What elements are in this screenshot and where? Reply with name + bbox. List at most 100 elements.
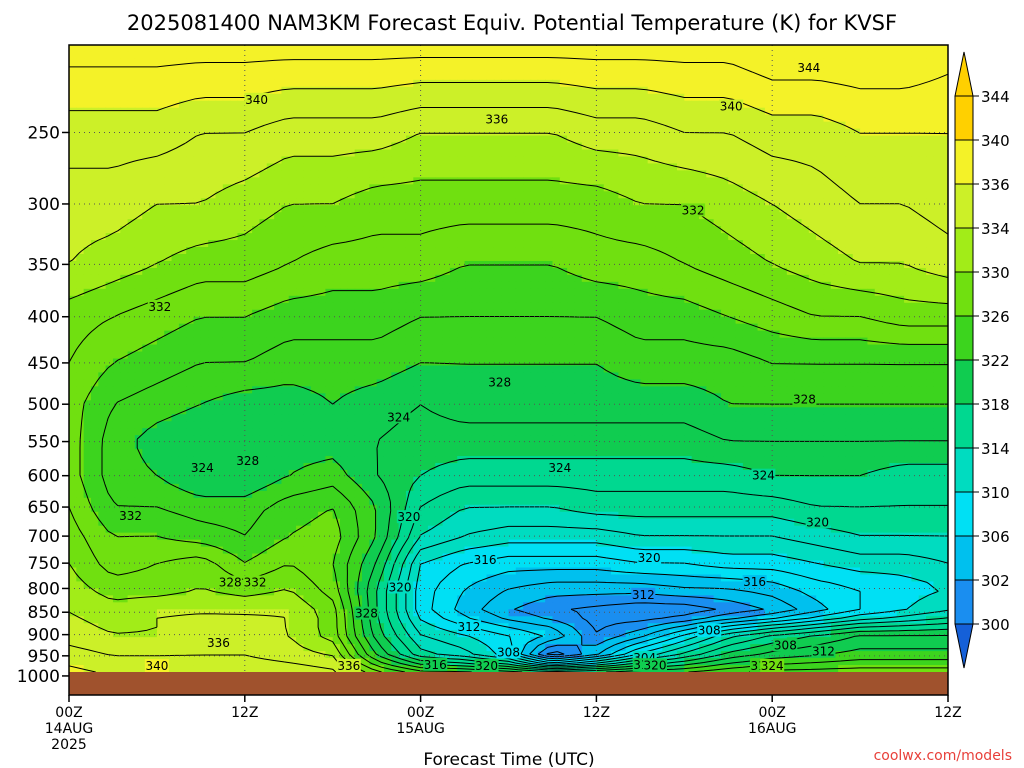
heatmap-cell	[340, 58, 348, 67]
heatmap-cell	[728, 135, 737, 144]
heatmap-cell	[779, 65, 788, 74]
heatmap-cell	[801, 121, 810, 130]
heatmap-cell	[354, 254, 363, 262]
heatmap-cell	[259, 142, 268, 151]
heatmap-cell	[383, 177, 392, 185]
heatmap-cell	[369, 212, 378, 220]
heatmap-cell	[823, 86, 832, 95]
heatmap-cell	[105, 219, 114, 227]
heatmap-cell	[691, 121, 700, 130]
heatmap-cell	[420, 295, 429, 304]
heatmap-cell	[918, 198, 927, 206]
heatmap-cell	[493, 135, 502, 144]
heatmap-cell	[186, 72, 195, 81]
heatmap-cell	[105, 86, 114, 95]
heatmap-cell	[156, 135, 165, 144]
heatmap-cell	[244, 114, 253, 123]
heatmap-cell	[457, 323, 466, 332]
heatmap-cell	[208, 267, 217, 276]
heatmap-cell	[493, 79, 502, 88]
heatmap-cell	[655, 233, 663, 241]
heatmap-cell	[237, 163, 246, 171]
heatmap-cell	[391, 274, 400, 283]
heatmap-cell	[237, 323, 246, 332]
heatmap-cell	[171, 128, 180, 137]
heatmap-cell	[127, 142, 136, 151]
heatmap-cell	[860, 205, 869, 213]
heatmap-cell	[669, 219, 678, 227]
heatmap-cell	[134, 205, 143, 213]
heatmap-cell	[391, 191, 400, 199]
heatmap-cell	[618, 198, 627, 206]
heatmap-cell	[640, 254, 649, 262]
heatmap-cell	[940, 267, 948, 276]
heatmap-cell	[178, 149, 187, 158]
heatmap-cell	[904, 135, 912, 144]
heatmap-cell	[244, 205, 253, 213]
heatmap-cell	[134, 191, 143, 199]
heatmap-cell	[149, 267, 158, 276]
heatmap-cell	[874, 205, 883, 213]
heatmap-cell	[427, 233, 436, 241]
heatmap-cell	[420, 219, 429, 227]
heatmap-cell	[486, 191, 495, 199]
heatmap-cell	[405, 295, 414, 304]
heatmap-cell	[200, 156, 209, 165]
heatmap-cell	[581, 191, 590, 199]
heatmap-cell	[559, 65, 568, 74]
heatmap-cell	[318, 302, 326, 311]
heatmap-cell	[545, 191, 554, 199]
heatmap-cell	[742, 156, 751, 165]
heatmap-cell	[193, 233, 202, 241]
heatmap-cell	[830, 114, 839, 123]
heatmap-cell	[383, 295, 392, 304]
heatmap-cell	[69, 240, 77, 248]
heatmap-cell	[786, 86, 795, 95]
heatmap-cell	[559, 177, 568, 185]
heatmap-cell	[171, 226, 180, 234]
heatmap-cell	[362, 302, 370, 311]
heatmap-cell	[405, 58, 414, 67]
heatmap-cell	[171, 288, 180, 297]
heatmap-cell	[193, 51, 202, 60]
heatmap-cell	[823, 142, 832, 151]
heatmap-cell	[508, 302, 517, 311]
heatmap-cell	[896, 93, 905, 102]
heatmap-cell	[76, 121, 85, 130]
heatmap-cell	[918, 128, 927, 137]
heatmap-cell	[259, 184, 268, 192]
heatmap-cell	[449, 302, 458, 311]
heatmap-cell	[354, 156, 363, 165]
heatmap-cell	[655, 323, 663, 332]
heatmap-cell	[354, 330, 363, 339]
heatmap-cell	[684, 100, 693, 109]
heatmap-cell	[464, 72, 473, 81]
heatmap-cell	[537, 295, 546, 304]
heatmap-cell	[940, 219, 948, 227]
heatmap-cell	[420, 58, 429, 67]
heatmap-cell	[105, 198, 114, 206]
heatmap-cell	[750, 184, 759, 192]
heatmap-cell	[691, 65, 700, 74]
heatmap-cell	[904, 114, 912, 123]
heatmap-cell	[794, 114, 803, 123]
heatmap-cell	[559, 267, 568, 276]
heatmap-cell	[933, 100, 942, 109]
heatmap-cell	[134, 72, 143, 81]
heatmap-cell	[918, 72, 927, 81]
heatmap-cell	[501, 107, 510, 116]
heatmap-cell	[405, 100, 414, 109]
heatmap-cell	[867, 274, 876, 283]
heatmap-cell	[398, 281, 407, 290]
heatmap-cell	[515, 177, 524, 185]
heatmap-cell	[640, 281, 649, 290]
heatmap-cell	[911, 135, 920, 144]
heatmap-cell	[303, 72, 312, 81]
heatmap-cell	[83, 302, 92, 311]
heatmap-cell	[340, 72, 348, 81]
heatmap-cell	[823, 281, 832, 290]
heatmap-cell	[581, 309, 590, 318]
heatmap-cell	[164, 198, 173, 206]
heatmap-cell	[647, 295, 656, 304]
heatmap-cell	[237, 121, 246, 130]
